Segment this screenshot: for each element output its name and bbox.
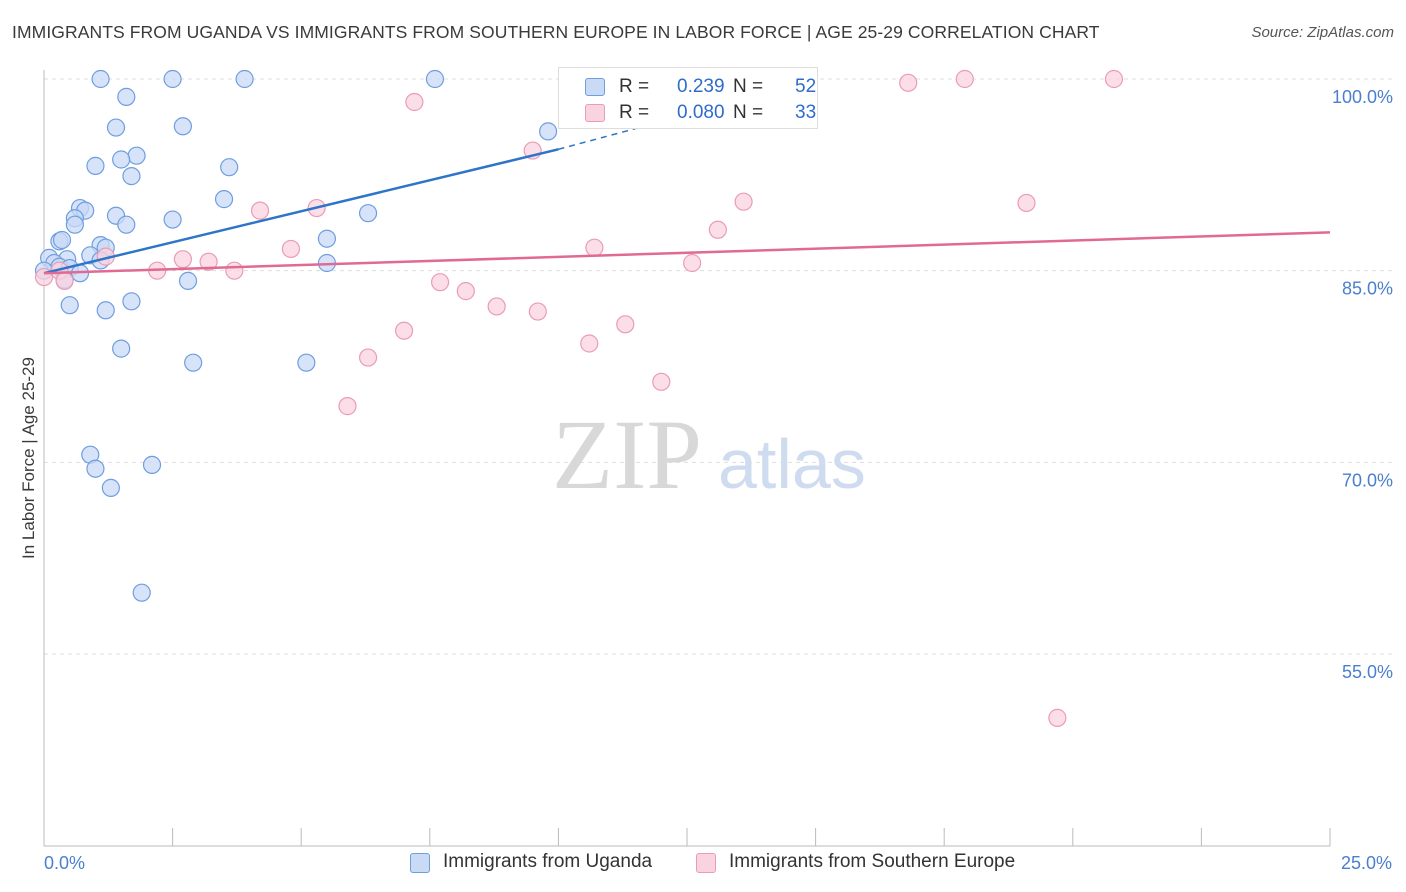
uganda-points <box>34 69 558 602</box>
uganda-point <box>86 459 105 478</box>
x-tick-label-max: 25.0% <box>1341 853 1392 873</box>
europe-point <box>1017 193 1036 213</box>
uganda-point <box>539 122 558 141</box>
series-label-europe: Immigrants from Southern Europe <box>729 851 1016 872</box>
uganda-point <box>122 167 141 186</box>
europe-point <box>708 220 727 239</box>
uganda-point <box>117 87 136 106</box>
uganda-point <box>425 69 445 89</box>
uganda-point <box>96 301 115 320</box>
uganda-point <box>117 215 136 234</box>
y-axis-label: In Labor Force | Age 25-29 <box>19 357 38 559</box>
uganda-point <box>60 296 79 315</box>
uganda-point <box>122 292 141 311</box>
uganda-point <box>91 69 110 89</box>
europe-point <box>225 261 244 280</box>
europe-points <box>34 69 1124 727</box>
uganda-point <box>142 455 162 474</box>
europe-point <box>456 282 475 301</box>
y-tick-label: 85.0% <box>1342 279 1393 299</box>
europe-point <box>358 348 378 367</box>
europe-trend-line <box>43 231 1331 275</box>
europe-point <box>55 271 74 290</box>
series-swatch-uganda <box>410 853 430 873</box>
europe-point <box>1104 69 1124 89</box>
uganda-point <box>132 583 151 602</box>
chart-title: IMMIGRANTS FROM UGANDA VS IMMIGRANTS FRO… <box>12 22 1100 42</box>
europe-point <box>281 239 301 259</box>
legend-r-label: R = <box>619 76 650 97</box>
uganda-point <box>163 210 182 229</box>
legend-swatch-europe <box>585 104 605 122</box>
uganda-point <box>173 117 192 136</box>
europe-point <box>250 201 270 220</box>
watermark-zip: ZIP <box>552 400 702 500</box>
europe-point <box>199 252 218 271</box>
source-label: Source: ZipAtlas.com <box>1251 24 1394 41</box>
x-tick-label-min: 0.0% <box>44 853 85 873</box>
uganda-point <box>65 215 84 234</box>
uganda-point <box>112 339 131 358</box>
uganda-point <box>178 271 198 290</box>
uganda-point <box>297 353 316 372</box>
y-tick-label: 55.0% <box>1342 662 1393 682</box>
y-tick-label: 70.0% <box>1342 470 1393 490</box>
uganda-point <box>235 69 254 89</box>
series-swatch-europe <box>696 853 716 873</box>
europe-point <box>585 238 604 257</box>
uganda-point <box>106 118 126 137</box>
uganda-trend-line <box>43 148 559 275</box>
europe-point <box>616 315 635 334</box>
uganda-point <box>101 478 120 497</box>
europe-point <box>487 297 506 316</box>
uganda-point <box>163 69 182 89</box>
legend-n-label: N = <box>733 76 764 97</box>
europe-point <box>338 397 357 416</box>
europe-point <box>580 334 599 353</box>
correlation-legend: R = 0.239 N = 52 R = 0.080 N = 33 <box>558 67 818 129</box>
uganda-point <box>127 146 146 165</box>
legend-n-value: 52 <box>795 76 817 97</box>
zipatlas-watermark: ZIP atlas <box>552 400 866 500</box>
europe-point <box>394 321 414 340</box>
europe-point <box>734 192 753 211</box>
legend-r-label: R = <box>619 102 650 123</box>
europe-point <box>405 92 424 112</box>
europe-point <box>683 253 702 273</box>
legend-swatch-uganda <box>585 78 605 96</box>
uganda-point <box>214 190 234 209</box>
x-tick-marks <box>43 828 1331 846</box>
watermark-atlas: atlas <box>718 425 866 500</box>
uganda-point <box>184 353 203 372</box>
uganda-point <box>52 230 72 250</box>
europe-point <box>652 372 671 391</box>
uganda-point <box>220 158 239 177</box>
legend-n-label: N = <box>733 102 764 123</box>
uganda-point <box>86 156 105 175</box>
europe-point <box>1048 708 1067 727</box>
y-tick-labels: 55.0% 70.0% 85.0% 100.0% <box>1332 87 1393 682</box>
y-tick-label: 100.0% <box>1332 87 1393 107</box>
series-label-uganda: Immigrants from Uganda <box>443 851 653 872</box>
europe-point <box>528 302 547 321</box>
uganda-point <box>112 150 131 169</box>
legend-r-value: 0.080 <box>677 102 725 123</box>
europe-point <box>173 250 192 269</box>
europe-point <box>899 73 918 92</box>
europe-point <box>955 69 974 89</box>
uganda-point <box>317 229 337 248</box>
grid-layer <box>44 78 1392 655</box>
uganda-point <box>358 204 378 223</box>
legend-r-value: 0.239 <box>677 76 725 97</box>
legend-n-value: 33 <box>795 102 817 123</box>
europe-point <box>430 273 450 292</box>
